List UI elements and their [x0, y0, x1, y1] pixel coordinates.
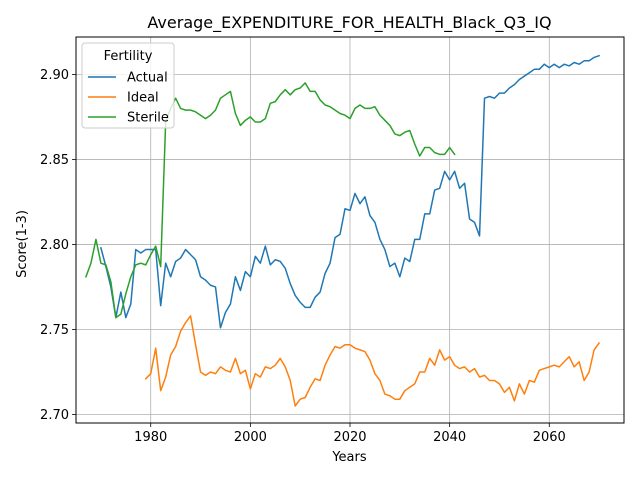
legend-label-actual: Actual — [127, 71, 168, 86]
x-tick-label: 2060 — [533, 430, 566, 445]
legend: Fertility Actual Ideal Sterile — [81, 42, 175, 129]
chart-title: Average_EXPENDITURE_FOR_HEALTH_Black_Q3_… — [147, 13, 551, 33]
x-tick-label: 2000 — [234, 430, 267, 445]
x-tick-label: 2020 — [333, 430, 366, 445]
series-line-sterile — [84, 82, 456, 319]
x-axis-label: Years — [331, 450, 367, 465]
y-axis-label: Score(1-3) — [15, 210, 30, 278]
series-lines — [84, 54, 601, 407]
x-tick-label: 1980 — [134, 430, 167, 445]
y-tick-label: 2.90 — [40, 68, 69, 83]
legend-label-ideal: Ideal — [127, 91, 159, 106]
x-tick-label: 2040 — [433, 430, 466, 445]
series-line-ideal — [144, 315, 601, 407]
y-tick-label: 2.75 — [40, 323, 69, 338]
y-tick-label: 2.70 — [40, 408, 69, 423]
grid-lines — [76, 37, 624, 423]
legend-label-sterile: Sterile — [127, 111, 169, 126]
legend-title: Fertility — [104, 49, 153, 64]
y-tick-label: 2.80 — [40, 238, 69, 253]
axis-ticks: 1980 2000 2020 2040 2060 2.70 2.75 2.80 2.85 2.90 — [40, 68, 566, 445]
series-line-actual — [99, 54, 601, 329]
legend-box — [81, 42, 175, 129]
y-tick-label: 2.85 — [40, 153, 69, 168]
